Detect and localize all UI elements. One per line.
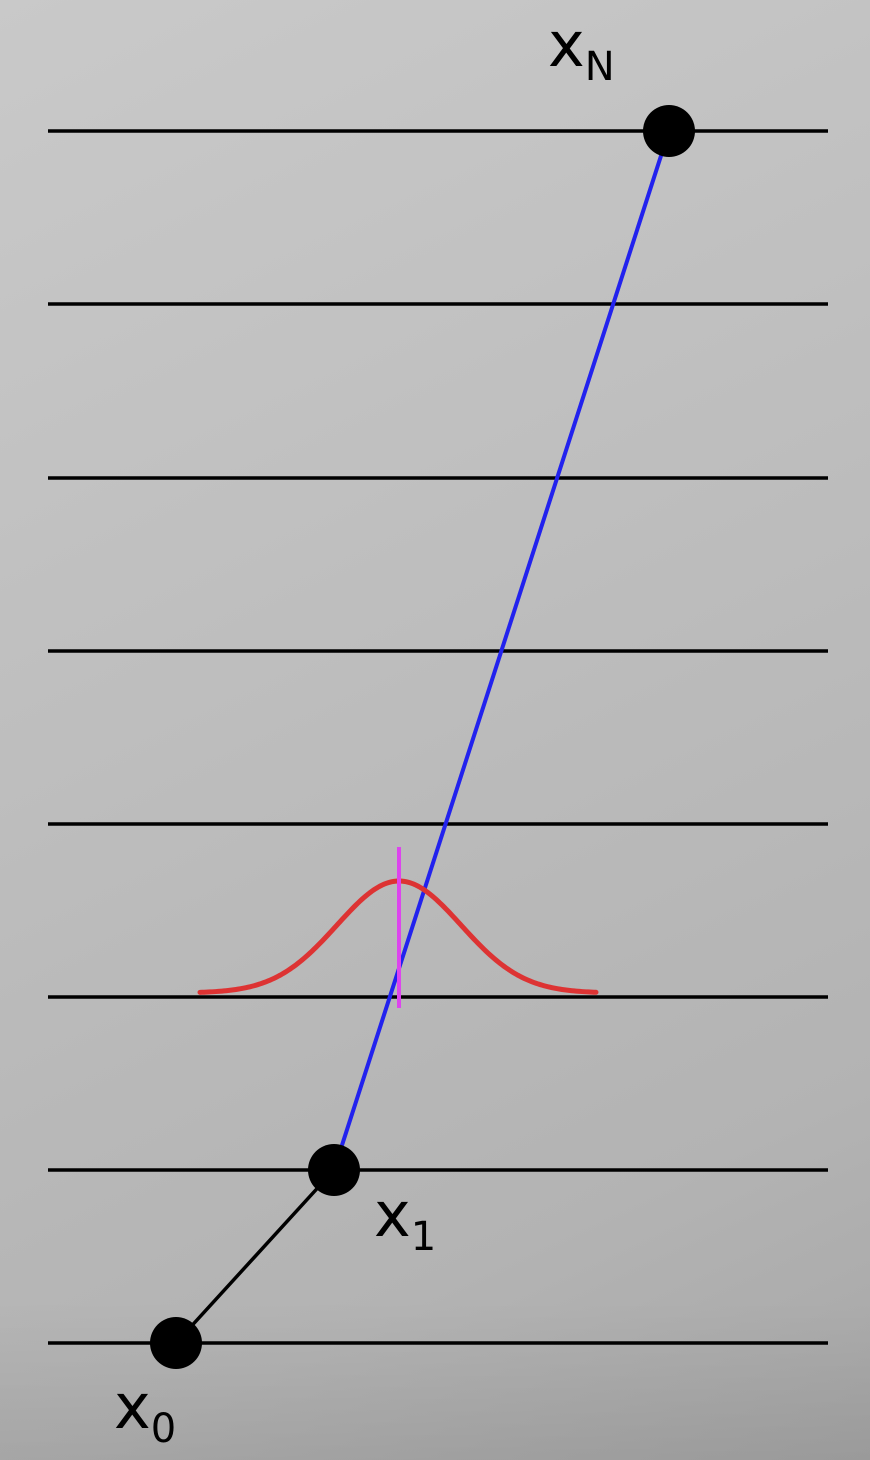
label-x-n-sub: N — [585, 44, 615, 90]
label-x-n-base: x — [548, 8, 585, 81]
level-lines — [48, 129, 828, 1345]
label-x-0: x0 — [114, 1370, 176, 1452]
label-x-1-sub: 1 — [411, 1214, 436, 1260]
label-x-0-sub: 0 — [151, 1406, 176, 1452]
label-x-n: xN — [548, 8, 615, 90]
label-x-1-base: x — [374, 1178, 411, 1251]
label-x-1: x1 — [374, 1178, 436, 1260]
label-x-0-base: x — [114, 1370, 151, 1443]
point-x-n — [643, 105, 695, 157]
trajectory-line — [332, 130, 671, 1171]
point-x-0 — [150, 1317, 202, 1369]
step-line-x0-x1 — [174, 1168, 336, 1345]
point-x-1 — [308, 1144, 360, 1196]
